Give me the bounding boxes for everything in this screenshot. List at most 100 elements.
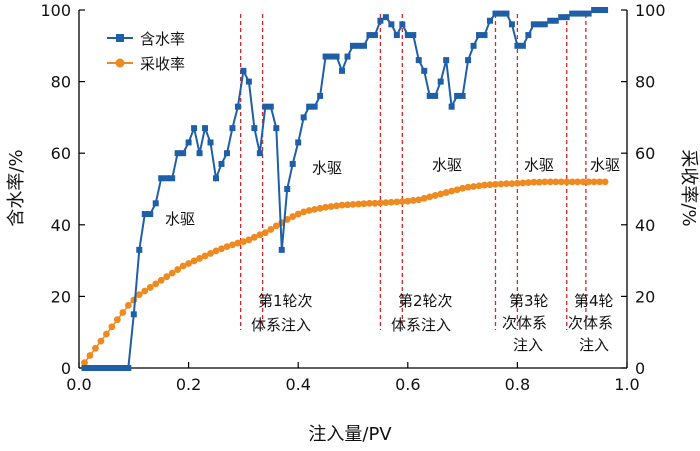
water-cut-point: [158, 175, 165, 182]
stage4-line2: 次体系: [568, 314, 613, 332]
recovery-point: [398, 198, 406, 205]
legend-recovery-label: 采收率: [140, 55, 185, 73]
recovery-point: [585, 178, 593, 186]
recovery-point: [503, 180, 510, 188]
water-cut-point: [503, 10, 510, 17]
water-cut-point: [492, 10, 499, 17]
recovery-point: [541, 178, 549, 186]
water-cut-point: [130, 311, 137, 318]
y-right-tick-label: 80: [635, 73, 655, 92]
legend: 含水率 采收率: [107, 30, 185, 73]
recovery-point: [108, 323, 116, 331]
stage1-line2: 体系注入: [251, 316, 311, 334]
recovery-point: [475, 182, 483, 190]
recovery-point: [568, 178, 576, 186]
recovery-point: [481, 181, 488, 189]
water-cut-point: [448, 103, 455, 110]
water-cut-point: [152, 200, 159, 207]
drive-label-2: 水驱: [312, 159, 342, 177]
recovery-point: [196, 255, 203, 262]
recovery-point: [579, 178, 587, 186]
stage2-line1: 第2轮次: [398, 292, 453, 310]
recovery-point: [256, 231, 264, 239]
y-left-tick-label: 40: [51, 216, 71, 235]
water-cut-point: [295, 139, 302, 146]
water-cut-point: [454, 92, 461, 99]
recovery-point: [201, 252, 209, 260]
x-tick-label: 0.2: [176, 375, 201, 394]
water-cut-point: [202, 125, 209, 132]
water-cut-point: [108, 365, 115, 371]
water-cut-point: [569, 10, 576, 17]
recovery-point: [535, 178, 543, 186]
recovery-point: [393, 198, 401, 206]
water-cut-point: [580, 10, 587, 17]
recovery-point: [524, 179, 532, 186]
water-cut-point: [382, 14, 389, 21]
water-cut-point: [213, 175, 219, 182]
water-cut-point: [541, 21, 548, 28]
water-cut-point: [81, 365, 88, 371]
water-cut-point: [92, 365, 99, 371]
water-cut-point: [602, 7, 609, 13]
x-tick-label: 0.4: [285, 375, 310, 394]
recovery-point: [97, 337, 105, 345]
water-cut-point: [125, 365, 132, 371]
water-cut-point: [180, 150, 187, 157]
recovery-point: [311, 206, 319, 213]
water-cut-point: [114, 365, 121, 371]
axes: 0.0 0.2 0.4 0.6 0.8 1.00204060801000204060801…: [40, 1, 665, 394]
water-cut-point: [459, 92, 466, 99]
recovery-point: [141, 287, 149, 295]
recovery-point: [245, 236, 253, 244]
water-cut-point: [245, 78, 252, 85]
recovery-point: [294, 210, 302, 218]
water-cut-point: [207, 139, 214, 146]
water-cut-point: [481, 32, 488, 39]
water-cut-point: [339, 67, 346, 74]
water-cut-point: [432, 92, 439, 99]
recovery-point: [420, 194, 428, 202]
water-cut-point: [136, 246, 143, 253]
water-cut-point: [311, 103, 318, 110]
water-cut-point: [366, 32, 373, 39]
x-tick-label: 0.8: [505, 375, 530, 394]
stage1-line1: 第1轮次: [258, 292, 313, 310]
recovery-point: [289, 213, 297, 220]
water-cut-point: [196, 150, 203, 157]
water-cut-point: [185, 139, 192, 146]
stage3-line1: 第3轮: [509, 292, 549, 310]
recovery-point: [207, 250, 214, 257]
y-right-tick-label: 0: [635, 359, 645, 378]
recovery-point: [327, 203, 335, 210]
recovery-point: [316, 204, 324, 212]
water-cut-point: [333, 53, 340, 60]
water-cut-point: [377, 17, 384, 24]
stage3-line3: 注入: [513, 336, 543, 354]
recovery-point: [322, 203, 329, 211]
drive-label-5: 水驱: [590, 156, 620, 174]
drive-label-1: 水驱: [165, 210, 195, 228]
recovery-point: [229, 241, 236, 249]
water-cut-point: [558, 14, 565, 21]
water-cut-point: [437, 78, 444, 85]
recovery-point: [168, 269, 176, 277]
recovery-point: [409, 197, 417, 204]
water-cut-point: [514, 42, 521, 49]
recovery-point: [387, 198, 395, 206]
recovery-point: [300, 208, 308, 216]
y-right-tick-label: 60: [635, 144, 655, 163]
recovery-point: [124, 301, 132, 309]
recovery-point: [92, 344, 99, 352]
recovery-point: [152, 280, 160, 288]
water-cut-point: [585, 10, 592, 17]
y-axis-left-title: 含水率/%: [6, 149, 27, 226]
water-cut-point: [393, 32, 400, 39]
water-cut-point: [97, 365, 104, 371]
recovery-point: [574, 178, 582, 186]
water-cut-point: [497, 10, 504, 17]
recovery-point: [81, 359, 88, 367]
water-cut-point: [399, 21, 406, 28]
water-cut-point: [103, 365, 110, 371]
